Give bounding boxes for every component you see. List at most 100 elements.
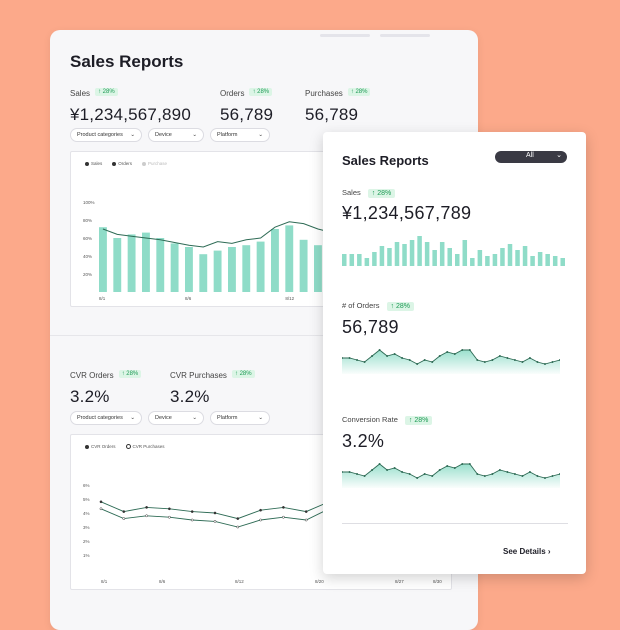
spark-bar — [545, 254, 550, 266]
data-point — [122, 510, 126, 513]
spark-point — [393, 467, 396, 469]
spark-bar — [470, 258, 475, 266]
data-point — [190, 518, 194, 522]
product-categories-filter[interactable]: Product categories ⌄ — [70, 411, 142, 425]
platform-filter[interactable]: Platform ⌄ — [210, 411, 270, 425]
cvr-chart-legend: CVR Orders CVR Purchases — [85, 444, 165, 449]
spark-point — [416, 477, 419, 479]
spark-point — [386, 469, 389, 471]
spark-point — [536, 361, 539, 363]
bar — [271, 229, 279, 292]
spark-bar — [560, 258, 565, 266]
spark-bar — [424, 242, 430, 266]
spark-point — [543, 477, 546, 479]
conversion-sparkline — [342, 463, 560, 488]
spark-point — [506, 357, 509, 359]
spark-bar — [462, 240, 468, 266]
spark-point — [476, 359, 479, 361]
spark-bar — [485, 256, 490, 266]
cvr-orders-metric: CVR Orders ↑ 28% 3.2% — [70, 365, 142, 407]
orders-label: Orders — [220, 89, 245, 98]
spark-point — [476, 473, 479, 475]
spark-point — [446, 465, 449, 467]
spark-point — [356, 359, 359, 361]
topbar-placeholders — [320, 34, 430, 37]
spark-bar — [530, 256, 535, 266]
bar — [285, 225, 294, 292]
data-point — [282, 506, 285, 509]
x-tick-label: 8/27 — [395, 579, 404, 584]
spark-line — [342, 463, 560, 479]
cvr-purchases-metric: CVR Purchases ↑ 28% 3.2% — [170, 365, 255, 407]
spark-area — [342, 464, 560, 488]
y-tick-label: 5% — [83, 497, 90, 502]
spark-point — [408, 473, 411, 475]
orders-label: # of Orders ↑ 28% — [342, 301, 414, 311]
spark-point — [453, 467, 456, 469]
chevron-down-icon: ⌄ — [556, 152, 562, 159]
spark-point — [468, 463, 471, 465]
bar — [228, 247, 236, 292]
sales-badge: ↑ 28% — [95, 87, 118, 96]
spark-point — [551, 475, 554, 477]
y-tick-label: 40% — [83, 254, 92, 259]
spark-line — [342, 349, 560, 365]
spark-point — [551, 361, 554, 363]
spark-point — [498, 469, 501, 471]
sales-sparkbars — [342, 236, 565, 266]
device-filter[interactable]: Device ⌄ — [148, 411, 204, 425]
spark-bar — [522, 246, 528, 266]
spark-point — [378, 349, 381, 351]
spark-bar — [342, 254, 347, 266]
bar — [99, 227, 107, 292]
data-point — [190, 510, 194, 513]
spark-point — [498, 355, 501, 357]
data-point — [259, 518, 262, 522]
spark-point — [363, 361, 366, 363]
device-filter[interactable]: Device ⌄ — [148, 128, 204, 142]
spark-bar — [500, 248, 505, 266]
spark-point — [438, 469, 441, 471]
filter-bar-2: Product categories ⌄ Device ⌄ Platform ⌄ — [70, 411, 270, 425]
sales-value: ¥1,234,567,890 — [70, 105, 191, 124]
chevron-down-icon: ⌄ — [258, 415, 263, 421]
spark-point — [468, 349, 471, 351]
spark-point — [342, 471, 343, 473]
spark-point — [393, 353, 396, 355]
bar — [142, 232, 150, 292]
spark-point — [348, 471, 351, 473]
data-point — [236, 517, 240, 520]
spark-point — [491, 473, 494, 475]
data-point — [282, 515, 285, 519]
cvr-orders-label: CVR Orders — [70, 371, 114, 380]
orders-value: 56,789 — [220, 105, 274, 124]
spark-point — [378, 463, 381, 465]
spark-area — [342, 350, 560, 374]
y-tick-label: 60% — [83, 236, 92, 241]
spark-point — [446, 351, 449, 353]
spark-bar — [477, 250, 483, 266]
spark-point — [461, 463, 464, 465]
see-details-link[interactable]: See Details › — [503, 547, 551, 556]
bar — [127, 234, 136, 292]
spark-point — [363, 475, 366, 477]
y-tick-label: 1% — [83, 553, 90, 558]
spark-bar — [537, 252, 543, 266]
spark-point — [371, 469, 374, 471]
data-point — [304, 510, 308, 513]
legend-sales: Sales — [85, 161, 102, 166]
product-categories-filter[interactable]: Product categories ⌄ — [70, 128, 142, 142]
data-point — [99, 507, 103, 511]
platform-filter[interactable]: Platform ⌄ — [210, 128, 270, 142]
spark-point — [559, 473, 560, 475]
x-tick-label: 8/12 — [235, 579, 244, 584]
y-tick-label: 6% — [83, 483, 90, 488]
spark-bar — [402, 244, 407, 266]
spark-point — [513, 473, 516, 475]
data-point — [236, 525, 240, 529]
spark-point — [423, 359, 426, 361]
sales-badge: ↑ 28% — [367, 189, 396, 198]
period-dropdown[interactable]: All ⌄ — [495, 151, 567, 163]
dropdown-value: All — [526, 152, 534, 159]
y-tick-label: 100% — [83, 200, 95, 205]
